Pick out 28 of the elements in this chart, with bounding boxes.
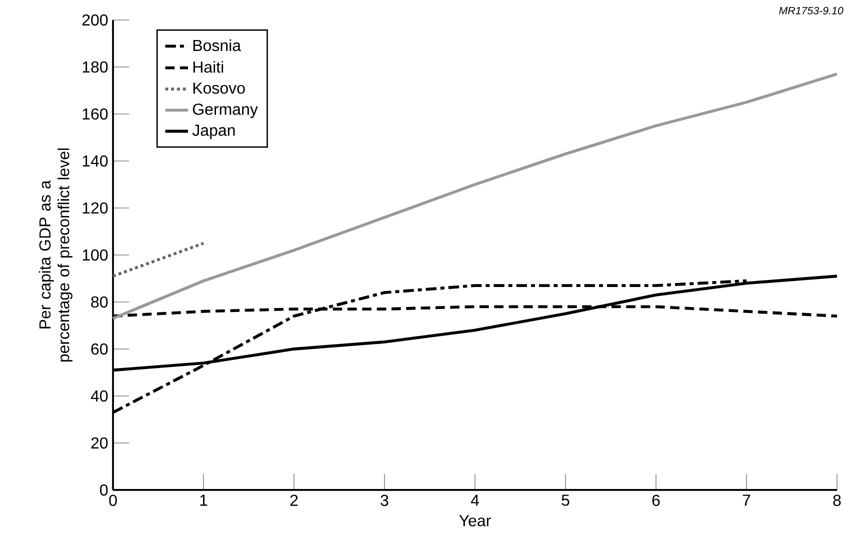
x-tick-label: 5 [562, 494, 570, 506]
legend-label: Kosovo [193, 82, 245, 94]
y-tick-label: 20 [91, 437, 108, 449]
x-tick-label: 7 [742, 494, 750, 506]
y-tick-label: 200 [82, 14, 108, 26]
x-axis-title: Year [459, 515, 491, 526]
legend-label: Japan [192, 124, 235, 140]
y-tick-label: 40 [90, 390, 108, 402]
y-tick-label: 100 [82, 249, 108, 261]
y-tick-label: 120 [82, 202, 108, 214]
text: MR1753-9.10 [779, 6, 844, 14]
y-tick-label: 0 [100, 484, 108, 496]
x-tick-label: 0 [109, 494, 117, 506]
y-tick-label: 180 [82, 61, 108, 73]
x-tick-label: 4 [470, 494, 479, 506]
y-axis-title: Per capita GDP as a percentage of preconflict level [38, 148, 72, 362]
x-tick-label: 8 [833, 494, 841, 506]
y-tick-label: 140 [82, 155, 108, 167]
legend-label: Germany [192, 104, 258, 118]
legend-label: Haiti [193, 60, 224, 73]
y-tick-label: 60 [91, 343, 108, 355]
x-tick-label: 2 [290, 494, 298, 506]
x-tick-label: 6 [652, 494, 660, 506]
x-tick-label: 3 [380, 494, 388, 506]
y-tick-label: 160 [82, 108, 108, 120]
x-tick-label: 1 [200, 494, 208, 506]
legend-label: Bosnia [193, 39, 242, 52]
y-tick-label: 80 [91, 296, 108, 308]
